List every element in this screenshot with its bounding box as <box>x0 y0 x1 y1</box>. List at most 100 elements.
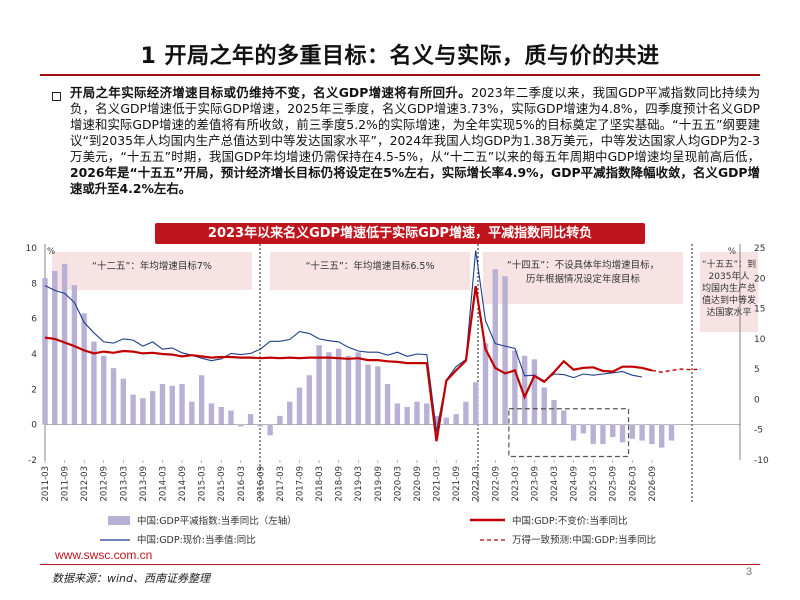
x-tick-label: 2012-03 <box>80 466 90 502</box>
footer-url-link[interactable]: www.swsc.com.cn <box>55 548 153 562</box>
deflator-bar <box>277 415 283 425</box>
x-tick-label: 2025-09 <box>609 466 619 502</box>
right-tick-label: -10 <box>754 456 769 466</box>
deflator-bar <box>228 410 234 425</box>
x-tick-label: 2013-03 <box>119 466 129 502</box>
right-tick-label: 10 <box>754 335 766 345</box>
deflator-bar <box>257 424 264 427</box>
deflator-bar <box>326 352 332 425</box>
period-label-14th-line1: “十四五”：不设具体年均增速目标， <box>507 259 659 271</box>
page-number: 3 <box>746 566 753 578</box>
footer-divider <box>40 564 760 565</box>
period-label-box-3 <box>483 252 683 304</box>
legend-label-deflator: 中国:GDP平减指数:当季同比（左轴） <box>137 515 297 527</box>
deflator-bar <box>42 278 48 425</box>
deflator-bar <box>649 424 655 445</box>
x-tick-label: 2015-09 <box>217 466 227 502</box>
period-label-box-2 <box>270 252 470 290</box>
deflator-bar <box>198 375 205 425</box>
x-tick-label: 2015-03 <box>198 466 208 502</box>
legend-label-forecast: 万得一致预测:中国:GDP:当季同比 <box>512 534 656 546</box>
x-tick-label: 2017-03 <box>276 466 286 502</box>
x-tick-label: 2014-09 <box>178 466 188 502</box>
right-tick-label: -5 <box>754 426 763 436</box>
deflator-bar <box>453 414 459 425</box>
deflator-bar <box>570 424 577 441</box>
deflator-bar <box>521 355 528 425</box>
forecast-gdp-line <box>651 368 701 373</box>
deflator-bar <box>394 403 401 425</box>
x-tick-label: 2020-03 <box>393 466 403 502</box>
deflator-bar <box>512 350 518 425</box>
period-label-15th-line5: 达国家水平 <box>706 306 751 318</box>
period-label-13th: “十三五”：年均增速目标6.5% <box>306 260 435 272</box>
deflator-bar <box>668 424 675 441</box>
period-label-15th-line4: 值达到中等发 <box>702 294 756 306</box>
deflator-bar <box>91 341 97 425</box>
left-tick-label: 8 <box>31 279 37 289</box>
x-tick-label: 2021-09 <box>452 466 462 502</box>
x-tick-label: 2018-03 <box>315 466 325 502</box>
left-tick-label: 10 <box>26 244 38 254</box>
deflator-bar <box>473 382 479 425</box>
right-tick-label: 20 <box>754 274 766 284</box>
left-tick-label: 6 <box>31 315 37 325</box>
deflator-bar <box>355 352 361 425</box>
deflator-bar <box>600 424 606 445</box>
x-tick-label: 2020-09 <box>413 466 423 502</box>
gdp-chart: “十二五”：年均增速目标7% “十三五”：年均增速目标6.5% “十四五”：不设具体… <box>26 244 769 546</box>
deflator-bar <box>296 387 303 425</box>
x-tick-label: 2019-03 <box>354 466 364 502</box>
deflator-bar <box>238 424 244 427</box>
deflator-bar <box>140 398 146 425</box>
deflator-bar <box>287 401 293 425</box>
x-tick-label: 2022-03 <box>472 466 482 502</box>
left-tick-label: -2 <box>28 456 37 466</box>
period-label-15th-line3: 均国内生产总 <box>702 282 756 294</box>
deflator-bar <box>345 355 352 425</box>
deflator-bar <box>443 417 450 425</box>
period-label-box-4 <box>700 252 758 332</box>
deflator-bar <box>561 410 567 425</box>
x-tick-label: 2025-03 <box>589 466 599 502</box>
x-tick-label: 2021-03 <box>433 466 443 502</box>
deflator-bar <box>384 384 391 425</box>
deflator-bar <box>110 368 117 425</box>
deflator-bar <box>463 401 469 425</box>
page-title: 1 开局之年的多重目标：名义与实际，质与价的共进 <box>140 44 660 69</box>
right-tick-label: 0 <box>754 395 760 405</box>
deflator-bar <box>580 424 587 434</box>
x-tick-label: 2023-09 <box>530 466 540 502</box>
body-paragraph: 开局之年实际经济增速目标或仍维持不变，名义GDP增速将有所回升。2023年二季度… <box>70 85 760 197</box>
data-source-note: 数据来源：wind、西南证券整理 <box>52 572 211 585</box>
deflator-bar <box>316 345 322 425</box>
deflator-bar <box>61 263 68 425</box>
legend-swatch-deflator <box>108 516 130 525</box>
deflator-bar <box>71 285 78 425</box>
deflator-bar <box>619 424 626 443</box>
right-axis-unit: % <box>728 247 736 257</box>
deflator-bar <box>502 276 508 425</box>
para-body: 2023年二季度以来，我国GDP平减指数同比持续为负，名义GDP增速低于实际GD… <box>70 85 760 164</box>
right-tick-label: 5 <box>754 365 760 375</box>
deflator-bar <box>433 415 440 425</box>
deflator-bar <box>179 384 185 425</box>
deflator-bar <box>189 401 195 425</box>
x-tick-label: 2019-09 <box>374 466 384 502</box>
deflator-bar <box>414 401 420 425</box>
deflator-bar <box>610 424 616 438</box>
deflator-bar <box>218 407 224 425</box>
x-tick-label: 2024-09 <box>570 466 580 502</box>
x-tick-label: 2026-09 <box>648 466 658 502</box>
para-bold-conclusion: 2026年是“十五五”开局，预计经济增长目标仍将设定在5%左右，实际增长率4.9… <box>70 165 760 196</box>
para-bold-lead: 开局之年实际经济增速目标或仍维持不变，名义GDP增速将有所回升。 <box>70 85 472 100</box>
title-divider <box>40 74 760 76</box>
period-label-14th-line2: 历年根据情况设定年度目标 <box>526 273 641 285</box>
chart-title-banner: 2023年以来名义GDP增速低于实际GDP增速，平减指数同比转负 <box>155 223 645 244</box>
left-axis-unit: % <box>47 247 55 257</box>
period-label-15th-line2: 2035年人 <box>709 270 750 282</box>
deflator-bar <box>639 424 645 441</box>
deflator-bar <box>120 378 127 425</box>
left-tick-label: 2 <box>31 385 37 395</box>
deflator-bar <box>365 364 371 425</box>
